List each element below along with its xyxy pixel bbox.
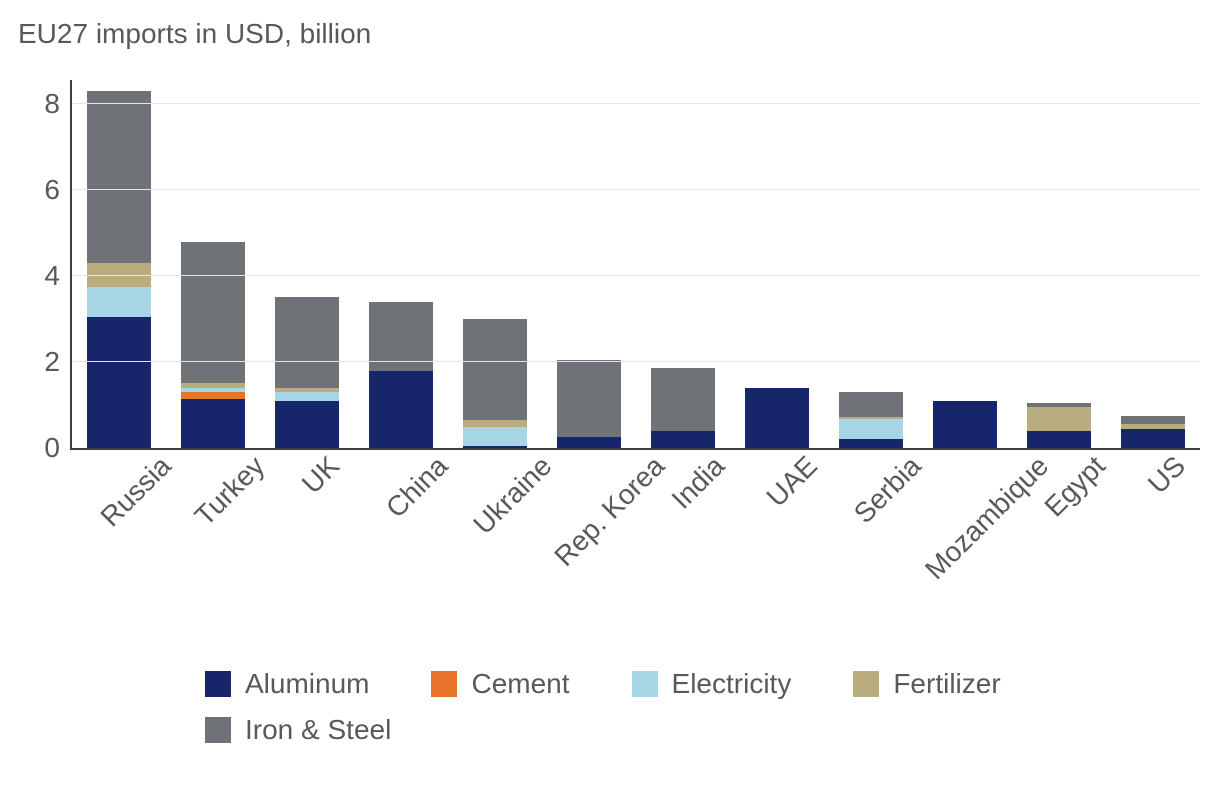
gridline [72,361,1200,362]
bar-stack [87,91,151,448]
bar-segment-aluminum [557,437,621,448]
chart-title: EU27 imports in USD, billion [18,18,371,50]
xtick-label: Serbia [848,450,928,530]
bar-slot: Turkey [166,80,260,448]
bar-stack [933,401,997,448]
bar-segment-iron_steel [463,319,527,420]
bar-stack [463,319,527,448]
bar-segment-electricity [275,392,339,401]
bar-slot: Rep. Korea [542,80,636,448]
bar-slot: Russia [72,80,166,448]
legend: Aluminum Cement Electricity Fertilizer Iron … [205,668,1025,746]
bar-segment-aluminum [651,431,715,448]
bar-segment-aluminum [1121,429,1185,448]
bar-slot: UAE [730,80,824,448]
bar-segment-aluminum [369,371,433,448]
bar-slot: India [636,80,730,448]
bar-segment-aluminum [87,317,151,448]
ytick-label: 8 [44,88,60,120]
xtick-label: UK [296,450,346,500]
legend-swatch [431,671,457,697]
bar-segment-aluminum [839,439,903,448]
bar-stack [369,302,433,448]
legend-swatch [853,671,879,697]
xtick-label: Russia [94,450,177,533]
bar-segment-iron_steel [275,297,339,387]
legend-label: Cement [471,668,569,700]
bar-segment-iron_steel [181,242,245,384]
legend-label: Electricity [672,668,792,700]
bar-slot: Serbia [824,80,918,448]
bar-segment-aluminum [933,401,997,448]
bar-segment-aluminum [181,399,245,448]
ytick-label: 0 [44,432,60,464]
legend-item-electricity: Electricity [632,668,792,700]
bar-segment-iron_steel [651,368,715,430]
gridline [72,103,1200,104]
bar-stack [275,297,339,448]
bar-segment-iron_steel [87,91,151,263]
bar-segment-iron_steel [1121,416,1185,425]
bar-segment-aluminum [1027,431,1091,448]
bar-stack [557,360,621,448]
bar-segment-aluminum [745,388,809,448]
legend-item-cement: Cement [431,668,569,700]
legend-item-fertilizer: Fertilizer [853,668,1000,700]
xtick-label: Turkey [189,450,271,532]
xtick-label: India [666,450,732,516]
xtick-label: UAE [760,450,823,513]
bar-stack [839,392,903,448]
xtick-label: Rep. Korea [548,450,671,573]
bar-stack [745,388,809,448]
bar-segment-fertilizer [1027,407,1091,431]
legend-label: Aluminum [245,668,369,700]
bar-stack [1027,403,1091,448]
bar-segment-iron_steel [557,360,621,437]
plot-area: RussiaTurkeyUKChinaUkraineRep. KoreaIndi… [70,80,1200,450]
bar-slot: Ukraine [448,80,542,448]
bar-segment-aluminum [463,446,527,448]
xtick-label: US [1142,450,1192,500]
bar-stack [651,368,715,448]
gridline [72,275,1200,276]
bar-slot: US [1106,80,1200,448]
bar-stack [181,242,245,448]
bar-segment-electricity [839,419,903,438]
bar-slot: Egypt [1012,80,1106,448]
xtick-label: China [380,450,454,524]
bar-stack [1121,416,1185,448]
bar-slot: Mozambique [918,80,1012,448]
gridline [72,189,1200,190]
legend-swatch [205,717,231,743]
legend-item-iron_steel: Iron & Steel [205,714,391,746]
legend-label: Iron & Steel [245,714,391,746]
xtick-label: Ukraine [467,450,558,541]
ytick-label: 6 [44,174,60,206]
legend-item-aluminum: Aluminum [205,668,369,700]
legend-label: Fertilizer [893,668,1000,700]
ytick-label: 2 [44,346,60,378]
legend-swatch [632,671,658,697]
bar-segment-iron_steel [839,392,903,417]
chart-container: EU27 imports in USD, billion RussiaTurke… [0,0,1228,796]
bar-segment-electricity [87,287,151,317]
bar-slot: China [354,80,448,448]
xtick-label: Egypt [1038,450,1111,523]
bar-segment-aluminum [275,401,339,448]
xtick-label: Mozambique [919,450,1055,586]
legend-swatch [205,671,231,697]
bars-row: RussiaTurkeyUKChinaUkraineRep. KoreaIndi… [72,80,1200,448]
bar-segment-electricity [463,427,527,446]
ytick-label: 4 [44,260,60,292]
bar-slot: UK [260,80,354,448]
